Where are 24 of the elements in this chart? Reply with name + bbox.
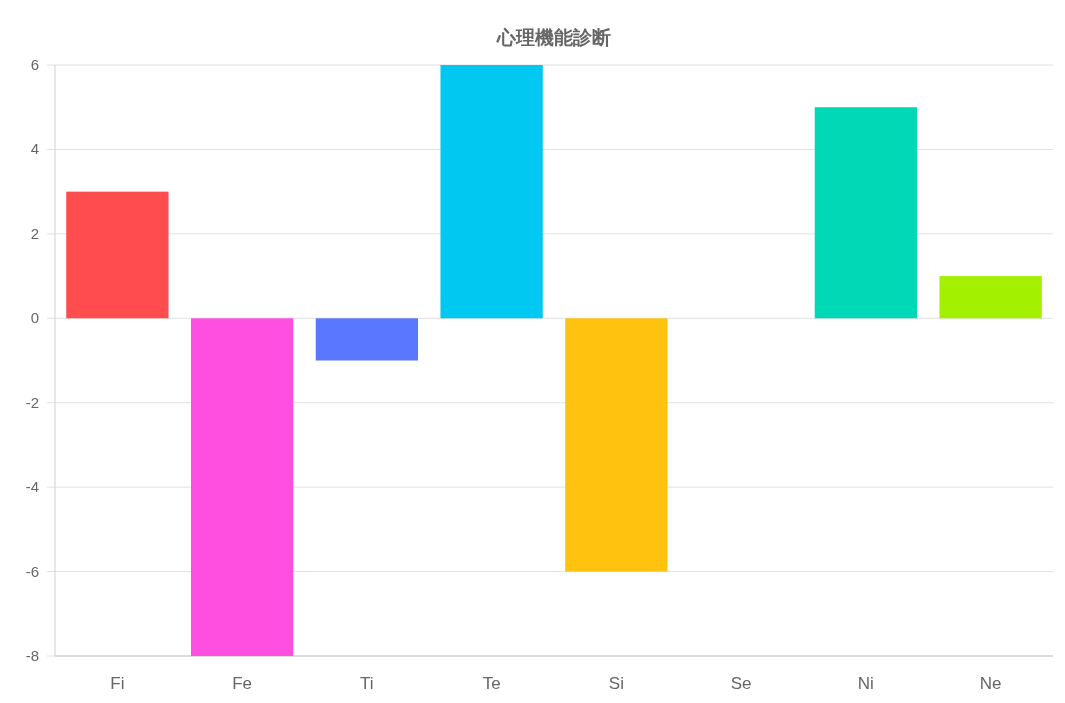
bar [66, 191, 169, 319]
chart-title: 心理機能診断 [496, 27, 611, 48]
bar [315, 318, 419, 361]
x-tick-label: Si [608, 674, 624, 693]
y-tick-label: 4 [30, 140, 39, 158]
x-tick-label: Ni [857, 674, 874, 693]
x-tick-label: Fe [232, 674, 253, 693]
y-tick-label: 6 [30, 56, 39, 73]
y-tick-label: -2 [25, 393, 39, 411]
bar [814, 107, 918, 319]
x-tick-label: Se [730, 674, 752, 693]
y-tick-label: -4 [25, 478, 39, 496]
bar [190, 318, 294, 656]
y-tick-label: 0 [30, 309, 39, 327]
x-tick-label: Te [482, 674, 501, 693]
y-tick-label: -6 [25, 562, 39, 580]
x-tick-label: Ti [360, 674, 374, 693]
bar [939, 276, 1042, 319]
bar [565, 318, 668, 572]
y-tick-label: -8 [25, 647, 39, 664]
y-tick-label: 2 [30, 224, 39, 242]
x-tick-label: Fi [110, 674, 125, 693]
x-tick-label: Ne [979, 674, 1002, 693]
bar [440, 65, 543, 319]
